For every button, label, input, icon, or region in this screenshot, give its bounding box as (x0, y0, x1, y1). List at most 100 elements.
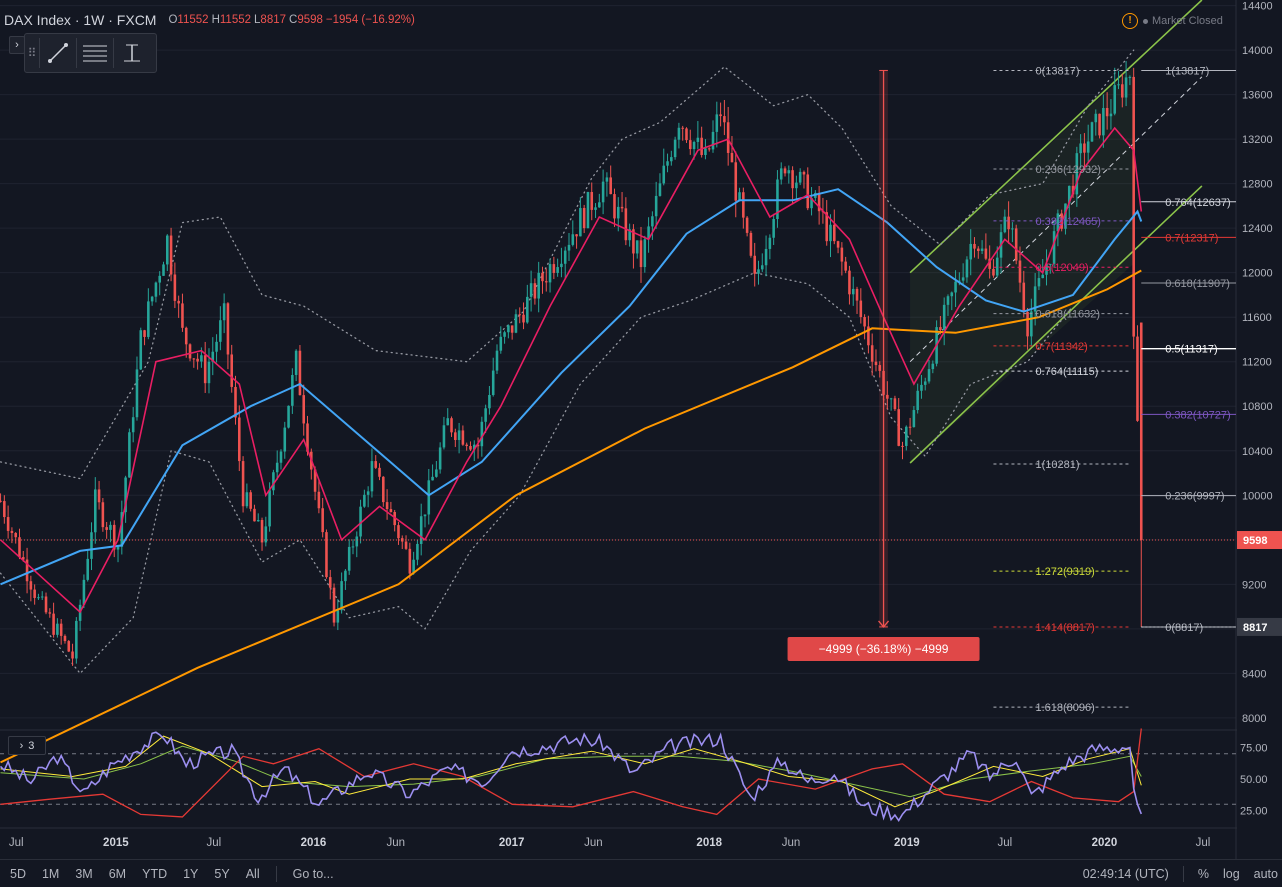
candle-body (29, 581, 33, 590)
symbol-title[interactable]: DAX Index · 1W · FXCM (4, 12, 157, 28)
candle-body (1121, 84, 1124, 98)
candle-body (764, 248, 768, 266)
axes: 14400 14000 13600 13200 12800 12400 12000 11600… (9, 0, 1282, 859)
candle-body (916, 390, 919, 411)
candle-body (889, 398, 893, 400)
candle-body (59, 623, 63, 636)
candle-body (923, 381, 927, 385)
candle-body (275, 462, 279, 473)
candle-body (688, 140, 692, 150)
price-range-icon (124, 44, 140, 62)
time-tick-label: Jul (1196, 837, 1211, 849)
candle-body (3, 501, 6, 518)
candle-body (306, 423, 309, 452)
range-button-all[interactable]: All (245, 866, 260, 881)
collapse-panel-button[interactable]: › (9, 36, 25, 54)
candle-body (590, 192, 594, 210)
candle-body (86, 558, 89, 580)
candle-body (692, 141, 696, 150)
candle-body (150, 296, 154, 302)
go-to-button[interactable]: Go to... (292, 866, 334, 881)
candle-body (700, 137, 703, 155)
candle-body (1014, 228, 1018, 261)
candle-body (522, 314, 525, 323)
range-button-ytd[interactable]: YTD (142, 866, 168, 881)
candle-body (768, 237, 772, 249)
candle-body (461, 430, 465, 445)
toolbar-grip-icon[interactable]: ⠿ (27, 46, 37, 60)
candle-body (238, 417, 241, 462)
log-scale-button[interactable]: log (1222, 866, 1240, 881)
ma-short-line (0, 126, 1143, 614)
range-button-3m[interactable]: 3M (75, 866, 93, 881)
candle-body (215, 341, 218, 352)
candle-body (886, 394, 889, 399)
price-tick-label: 12000 (1242, 268, 1273, 280)
price-tick-label: 8000 (1242, 713, 1266, 725)
candle-body (44, 596, 48, 613)
candle-body (188, 344, 192, 359)
candle-body (230, 354, 234, 387)
candle-body (253, 508, 256, 522)
trend-line-tool[interactable] (39, 38, 76, 68)
candle-body (632, 229, 635, 254)
candle-body (347, 546, 351, 571)
candle-body (639, 240, 643, 268)
price-range-tool[interactable] (113, 38, 150, 68)
candle-body (893, 398, 897, 410)
candle-body (643, 239, 647, 268)
candle-body (1128, 76, 1132, 78)
range-button-5d[interactable]: 5D (10, 866, 26, 881)
range-button-5y[interactable]: 5Y (214, 866, 230, 881)
fib-retracement-tool[interactable] (76, 38, 113, 68)
candle-body (450, 418, 453, 433)
candle-body (332, 587, 336, 623)
auto-scale-button[interactable]: auto (1253, 866, 1278, 881)
candle-body (560, 263, 563, 268)
last-price-badge: 9598 (1243, 535, 1267, 547)
time-tick-label: 2016 (301, 837, 327, 849)
time-tick-label: 2017 (499, 837, 525, 849)
channel-line (909, 0, 1203, 274)
utc-clock[interactable]: 02:49:14 (UTC) (1082, 866, 1169, 881)
price-chart[interactable]: 0(13817) 0.236(12932) 0.382(12465) 0.5(1204… (0, 0, 1282, 859)
candle-body (1113, 85, 1117, 114)
candle-body (0, 500, 2, 502)
candle-body (734, 162, 738, 201)
candle-body (908, 426, 912, 428)
candle-body (954, 281, 957, 293)
candle-body (283, 427, 287, 452)
candle-body (287, 405, 290, 428)
candle-body (1037, 278, 1041, 287)
candle-body (582, 207, 586, 229)
percent-scale-button[interactable]: % (1197, 866, 1209, 881)
time-tick-label: 2019 (894, 837, 920, 849)
low-price-badge: 8817 (1243, 622, 1267, 634)
candle-body (738, 192, 741, 201)
channel-midline (909, 76, 1203, 363)
candle-body (97, 489, 101, 503)
candle-body (844, 261, 847, 271)
candle-body (810, 197, 813, 209)
candle-body (1105, 108, 1109, 117)
range-button-1m[interactable]: 1M (41, 866, 60, 881)
candle-body (1007, 216, 1010, 230)
candle-body (825, 212, 828, 242)
osc-red-line (0, 728, 1142, 818)
time-tick-label: Jul (206, 837, 221, 849)
candle-body (302, 395, 306, 424)
bottom-toolbar: 5D 1M 3M 6M YTD 1Y 5Y All Go to... 02:49:14 (UT… (0, 859, 1282, 887)
candle-body (219, 320, 222, 342)
candle-body (336, 610, 340, 623)
candle-body (946, 296, 950, 305)
indicator-toggle[interactable]: › 3 (8, 736, 46, 755)
candle-body (124, 477, 127, 513)
warning-icon[interactable]: ! (1122, 13, 1138, 29)
indicator-count: 3 (28, 739, 35, 752)
range-button-1y[interactable]: 1Y (183, 866, 199, 881)
range-button-6m[interactable]: 6M (108, 866, 127, 881)
low-price-badge-bg (1237, 617, 1282, 636)
candle-body (787, 170, 791, 174)
candle-body (616, 206, 620, 219)
range-measure[interactable]: −4999 (−36.18%) −4999 (0, 69, 1236, 661)
